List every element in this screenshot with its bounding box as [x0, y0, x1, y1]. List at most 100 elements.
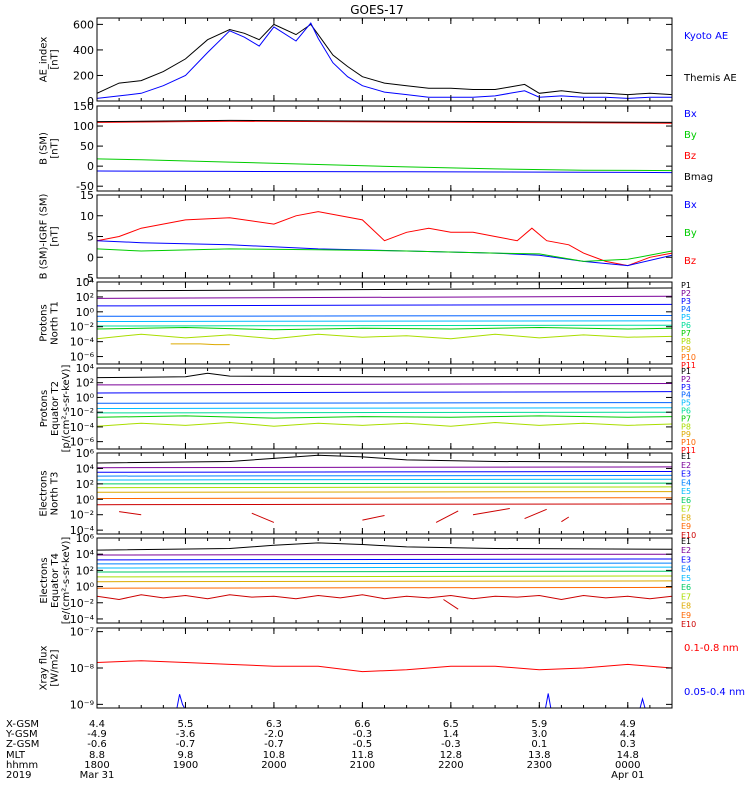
panel-xray: 10⁻⁷ 10⁻⁸ 10⁻⁹ Xray flux [W/m2] 0.1-0.8 nm 0.0…	[39, 626, 746, 712]
y-tick-label: 10⁻²	[70, 406, 94, 419]
series-line-e4	[97, 562, 672, 565]
y-tick-label: 10⁻⁶	[70, 351, 95, 364]
ephemeris-row-label: MLT	[6, 750, 26, 761]
series-line-e8	[97, 580, 672, 583]
y-tick-label: 10⁻²	[70, 509, 94, 522]
y-tick-label: 10⁻²	[70, 321, 94, 334]
ephemeris-cell: 1900	[173, 760, 198, 771]
series-line-bz	[97, 120, 672, 124]
y-tick-label: 10⁻²	[70, 597, 94, 610]
legend-item: P7	[681, 414, 691, 423]
y-tick-label: 10⁻⁸	[70, 662, 95, 675]
legend-item: P3	[681, 383, 691, 392]
legend-item: P11	[681, 361, 696, 370]
legend-item: P10	[681, 438, 696, 447]
series-line-p2	[97, 295, 672, 299]
legend-item: Kyoto AE	[684, 31, 728, 42]
y-axis-label: [W/m2]	[50, 649, 61, 686]
ephemeris-cell: -0.6	[87, 739, 107, 750]
ephemeris-cell: 4.4	[89, 719, 105, 730]
legend-item: P2	[681, 289, 691, 298]
series-line-p8	[97, 421, 672, 427]
panel-bsm-series	[97, 119, 672, 174]
series-line-e10	[97, 503, 672, 506]
legend-item: E7	[681, 592, 691, 601]
panel-frame	[96, 452, 673, 535]
y-tick-label: 10²	[76, 478, 94, 491]
series-line-by	[97, 248, 672, 262]
ephemeris-cell: 6.3	[266, 719, 282, 730]
ephemeris-cell: 2000	[261, 760, 286, 771]
series-line-e6	[97, 482, 672, 485]
ephemeris-cell: 12.8	[440, 750, 462, 761]
series-line-e2	[97, 553, 672, 556]
ephemeris-cell: -4.9	[87, 729, 107, 740]
y-tick-label: 10⁰	[76, 581, 95, 594]
legend-item: E3	[681, 555, 691, 564]
y-tick-label: 10⁻⁴	[70, 336, 95, 349]
series-line-bx	[97, 240, 672, 267]
series-line-kyoto-ae	[97, 22, 672, 99]
panel-frame	[96, 194, 673, 279]
legend-item: 0.1-0.8 nm	[684, 643, 739, 654]
ephemeris-cell: 5.5	[178, 719, 194, 730]
legend-item: P7	[681, 329, 691, 338]
y-tick-label: 10⁻⁴	[70, 524, 95, 537]
legend-item: 0.05-0.4 nm	[684, 687, 745, 698]
legend-item: E9	[681, 522, 691, 531]
y-tick-label: -5	[83, 272, 94, 285]
legend-item: E7	[681, 505, 691, 514]
legend-item: P6	[681, 407, 691, 416]
y-axis-label: Protons	[39, 390, 50, 427]
ephemeris-row-label: Z-GSM	[6, 739, 39, 750]
y-tick-label: 10⁰	[76, 493, 95, 506]
ephemeris-cell: 6.5	[443, 719, 459, 730]
y-tick-label: 10⁻⁷	[70, 626, 94, 639]
y-axis-label: AE_index	[39, 37, 50, 83]
y-tick-label: 10⁻⁹	[70, 698, 94, 711]
y-axis-label: Equator T2	[50, 381, 61, 436]
series-line-e9	[97, 586, 672, 589]
legend-item: By	[684, 130, 697, 141]
series-line-0-1-0-8-nm	[97, 660, 672, 673]
legend-item: E2	[681, 546, 691, 555]
y-axis-label: Equator T4	[50, 553, 61, 608]
ephemeris-cell: 0.1	[531, 739, 547, 750]
series-line-p3	[97, 391, 672, 394]
legend-item: E3	[681, 470, 691, 479]
series-line-e1	[97, 542, 672, 551]
legend-item: P6	[681, 321, 691, 330]
panel-electrons-north-series	[97, 454, 672, 523]
series-line-p9	[170, 343, 230, 346]
y-tick-label: 0	[87, 251, 94, 264]
series-line-e6	[97, 570, 672, 573]
ephemeris-cell: Mar 31	[80, 770, 115, 781]
series-line-p7	[97, 415, 672, 419]
y-tick-label: 10⁻⁶	[70, 436, 95, 449]
y-tick-label: 100	[73, 120, 94, 133]
y-tick-label: 10⁻⁴	[70, 613, 95, 626]
ephemeris-cell: 1800	[84, 760, 109, 771]
legend-item: E4	[681, 565, 691, 574]
series-line-p3	[97, 303, 672, 307]
series-line-p1	[97, 287, 672, 292]
series-line-e3	[97, 471, 672, 473]
series-line-p7	[97, 326, 672, 331]
ephemeris-cell: 2300	[527, 760, 552, 771]
y-tick-label: 150	[73, 100, 94, 113]
data-segment	[362, 515, 385, 521]
legend-item: P4	[681, 305, 691, 314]
legend-item: P3	[681, 297, 691, 306]
ephemeris-cell: 2200	[438, 760, 463, 771]
series-line-e5	[97, 478, 672, 481]
data-segment	[443, 599, 459, 610]
y-tick-label: 10⁻⁴	[70, 421, 95, 434]
legend-item: E5	[681, 487, 691, 496]
series-line-e9	[97, 497, 672, 499]
legend-item: Themis AE	[683, 73, 737, 84]
legend-item: P1	[681, 367, 691, 376]
y-axis-label: B (SM)-IGRF (SM)	[39, 194, 50, 280]
y-axis-label: Xray flux	[39, 646, 50, 691]
series-line-p2	[97, 383, 672, 386]
